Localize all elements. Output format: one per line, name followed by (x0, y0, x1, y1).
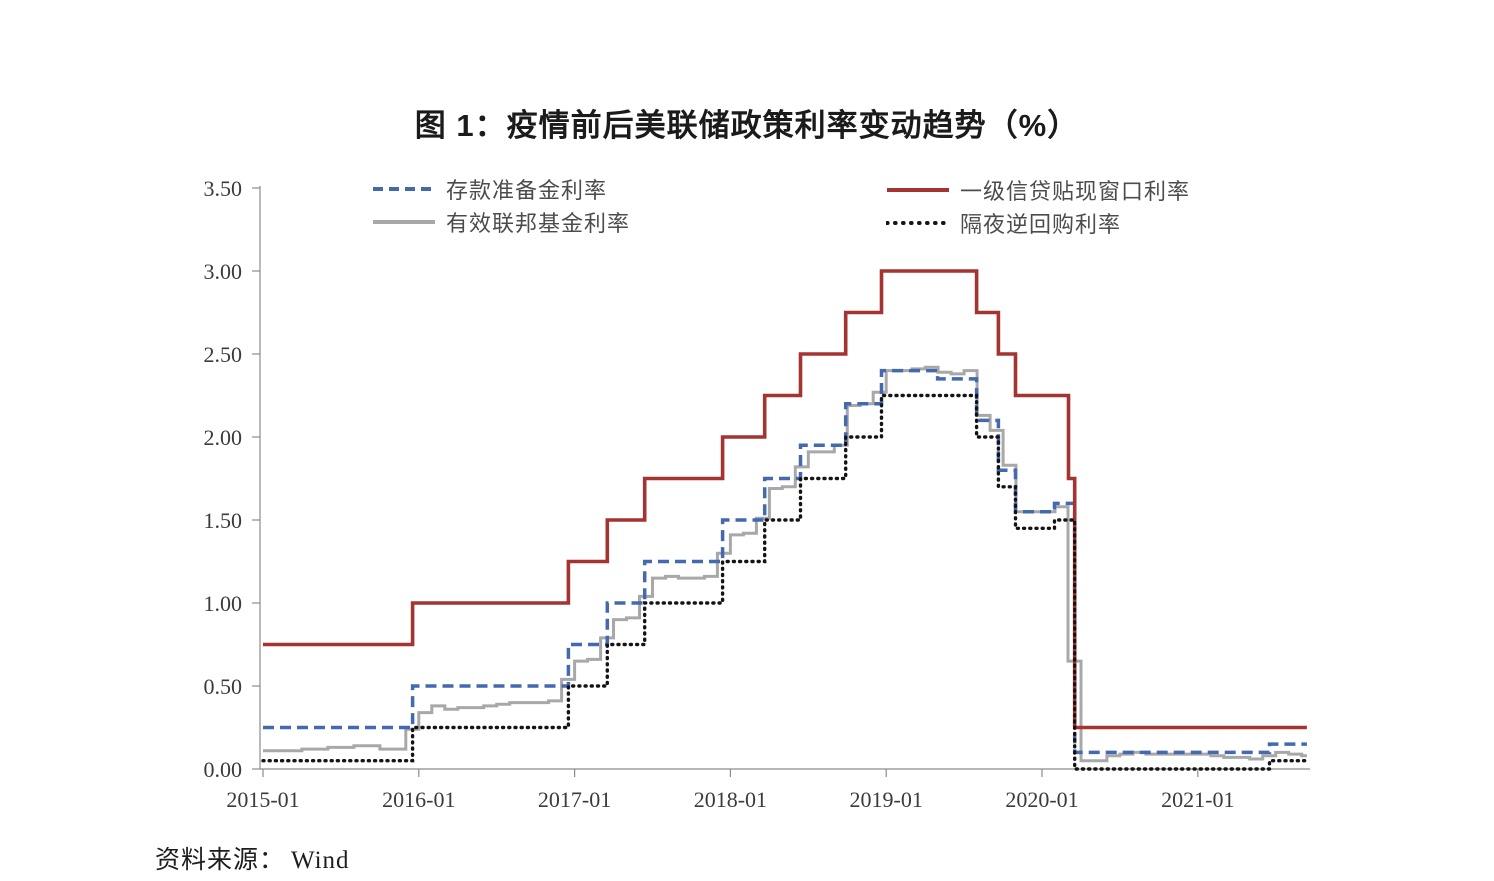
chart-title: 图 1：疫情前后美联储政策利率变动趋势（%） (414, 108, 1080, 143)
x-tick-label: 2021-01 (1161, 787, 1234, 812)
series-line-discount (263, 269, 1307, 730)
y-tick-label: 1.00 (204, 591, 243, 616)
legend-label-discount: 一级信贷贴现窗口利率 (960, 179, 1191, 204)
legend-line-sample-discount (887, 188, 949, 192)
x-tick-label: 2016-01 (382, 787, 455, 812)
legend-label-onrrp: 隔夜逆回购利率 (960, 212, 1122, 237)
y-tick-label: 1.50 (204, 508, 243, 533)
legend-line-sample-effr (373, 220, 435, 224)
legend-item-effr: 有效联邦基金利率 (372, 209, 631, 236)
legend-line-sample-onrrp (886, 221, 950, 225)
y-tick-label: 2.00 (204, 425, 243, 450)
series-line-onrrp (261, 393, 1309, 771)
x-tick-label: 2019-01 (850, 787, 923, 812)
legend-label-ioer: 存款准备金利率 (446, 178, 608, 203)
y-tick-label: 3.00 (204, 259, 243, 284)
x-tick-label: 2018-01 (694, 787, 767, 812)
legend-label-effr: 有效联邦基金利率 (446, 211, 631, 236)
series-line-effr (263, 365, 1307, 763)
x-tick-label: 2017-01 (538, 787, 611, 812)
legend-item-discount: 一级信贷贴现窗口利率 (886, 177, 1191, 204)
source-label: 资料来源： (155, 847, 286, 874)
y-tick-label: 0.00 (204, 757, 243, 782)
legend-item-ioer: 存款准备金利率 (372, 176, 608, 203)
y-tick-label: 0.50 (204, 674, 243, 699)
source-value: Wind (291, 847, 350, 874)
y-tick-label: 2.50 (204, 342, 243, 367)
source-note: 资料来源： Wind (155, 840, 350, 876)
legend-item-onrrp: 隔夜逆回购利率 (886, 210, 1122, 237)
x-tick-label: 2015-01 (226, 787, 299, 812)
x-tick-label: 2020-01 (1005, 787, 1078, 812)
legend-line-sample-ioer (373, 187, 435, 191)
y-tick-label: 3.50 (204, 176, 243, 201)
series-line-ioer (263, 368, 1307, 755)
